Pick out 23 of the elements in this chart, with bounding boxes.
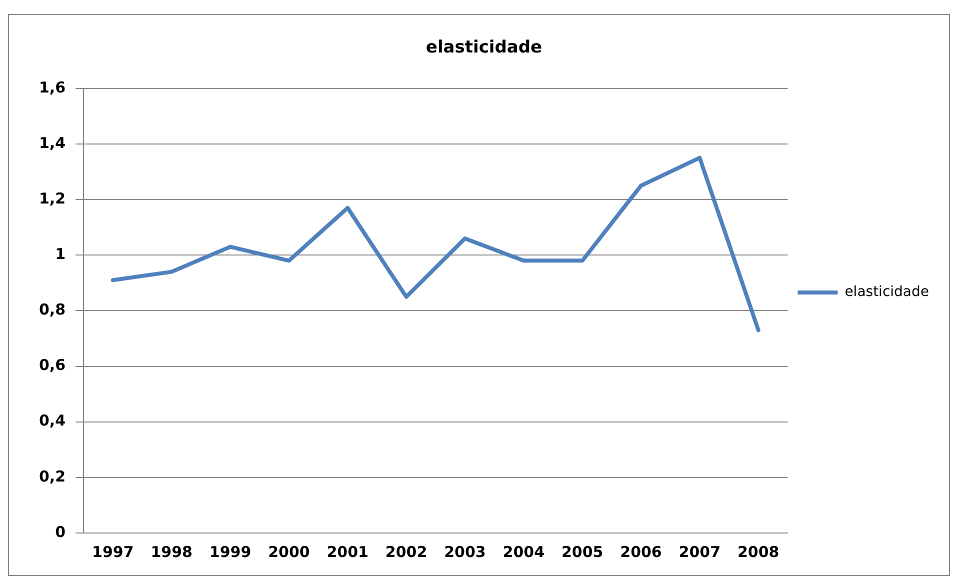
- chart-title: elasticidade: [426, 38, 542, 58]
- y-tick-label: 1,2: [38, 189, 66, 208]
- legend-label: elasticidade: [844, 284, 930, 300]
- x-tick-label: 1997: [92, 542, 134, 561]
- x-tick-label: 2003: [444, 542, 486, 561]
- x-tick-label: 2002: [385, 542, 428, 561]
- y-tick-label: 0,2: [38, 467, 66, 486]
- y-tick-label: 0,8: [38, 300, 66, 319]
- x-tick-label: 1999: [209, 542, 252, 561]
- x-tick-label: 2001: [326, 542, 368, 561]
- x-tick-label: 2004: [502, 542, 545, 561]
- y-tick-label: 0,6: [38, 356, 66, 374]
- x-tick-label: 1998: [150, 542, 192, 561]
- y-tick-label: 0,4: [38, 412, 66, 430]
- y-tick-label: 1: [55, 245, 66, 264]
- x-tick-label: 2006: [620, 542, 662, 561]
- y-tick-label: 0: [55, 522, 66, 541]
- x-tick-label: 2005: [561, 542, 604, 561]
- y-tick-label: 1,4: [38, 134, 66, 152]
- x-tick-label: 2008: [737, 542, 780, 561]
- x-tick-label: 2000: [268, 542, 310, 561]
- x-tick-label: 2007: [678, 542, 721, 561]
- y-tick-label: 1,6: [38, 78, 66, 96]
